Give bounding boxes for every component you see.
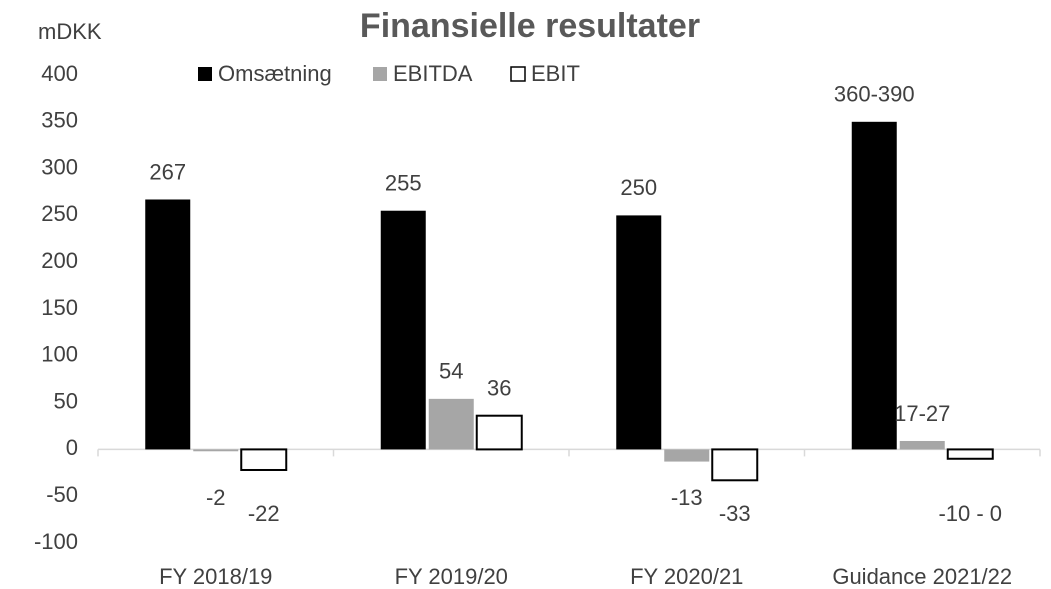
- data-label: 17-27: [894, 401, 950, 426]
- y-axis-label: mDKK: [38, 19, 102, 44]
- data-label: -33: [719, 501, 751, 526]
- bar: [380, 210, 426, 450]
- y-tick-label: -100: [34, 529, 78, 554]
- y-tick-label: 100: [41, 342, 78, 367]
- bar: [851, 121, 897, 450]
- y-tick-label: 200: [41, 248, 78, 273]
- legend-label: EBITDA: [393, 61, 473, 86]
- legend-label: EBIT: [531, 61, 580, 86]
- bar: [616, 215, 662, 450]
- y-tick-label: 350: [41, 108, 78, 133]
- bar: [193, 449, 239, 452]
- legend-swatch: [510, 66, 526, 82]
- data-label: -10 - 0: [938, 501, 1002, 526]
- bar: [428, 398, 474, 450]
- legend-swatch: [198, 67, 212, 81]
- data-label: 267: [149, 159, 186, 184]
- bar: [145, 199, 191, 450]
- bar: [899, 440, 945, 450]
- y-tick-label: 250: [41, 201, 78, 226]
- bar: [240, 448, 288, 471]
- bar: [664, 449, 710, 462]
- y-tick-label: 400: [41, 61, 78, 86]
- data-label: -22: [248, 501, 280, 526]
- y-tick-label: 300: [41, 154, 78, 179]
- data-label: -2: [206, 485, 226, 510]
- y-tick-label: -50: [46, 482, 78, 507]
- data-label: 250: [620, 175, 657, 200]
- data-label: 255: [385, 171, 422, 196]
- data-label: 360-390: [834, 82, 915, 107]
- x-tick-label: FY 2019/20: [395, 564, 508, 589]
- y-tick-label: 0: [66, 435, 78, 460]
- legend-swatch: [373, 67, 387, 81]
- data-label: 54: [439, 359, 463, 384]
- x-tick-label: FY 2018/19: [159, 564, 272, 589]
- x-tick-label: Guidance 2021/22: [832, 564, 1012, 589]
- x-tick-label: FY 2020/21: [630, 564, 743, 589]
- bar: [475, 414, 523, 451]
- chart-title: Finansielle resultater: [360, 7, 700, 45]
- data-label: 36: [487, 376, 511, 401]
- data-label: -13: [671, 485, 703, 510]
- bar: [946, 448, 994, 460]
- y-tick-label: 150: [41, 295, 78, 320]
- y-tick-label: 50: [54, 388, 78, 413]
- bar: [711, 448, 759, 482]
- legend-label: Omsætning: [218, 61, 332, 86]
